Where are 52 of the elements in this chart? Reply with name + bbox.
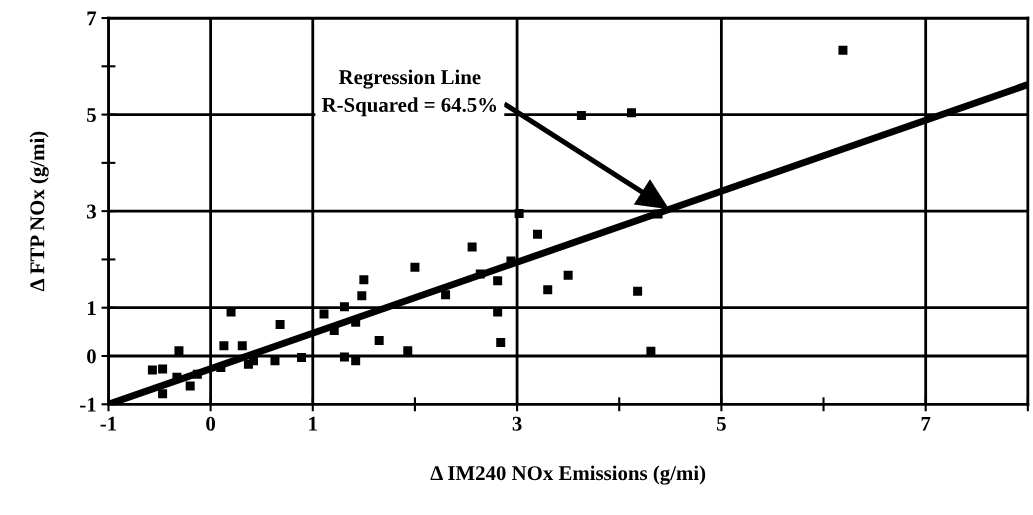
point xyxy=(339,302,349,312)
point xyxy=(626,108,636,118)
point xyxy=(147,365,157,375)
y-tick-label: 1 xyxy=(87,301,96,315)
point xyxy=(319,309,329,319)
point xyxy=(297,352,307,362)
point xyxy=(192,369,202,379)
y-tick-label: -1 xyxy=(80,397,96,412)
point xyxy=(359,275,369,285)
y-tick-label: 0 xyxy=(87,349,96,364)
x-tick-label: -1 xyxy=(100,416,117,431)
point xyxy=(441,290,451,300)
y-tick-label: 5 xyxy=(87,108,96,123)
point xyxy=(633,286,643,296)
point xyxy=(576,111,586,121)
point xyxy=(410,262,420,272)
point xyxy=(514,209,524,219)
annotation: Regression Line R-Squared = 64.5% xyxy=(321,69,497,117)
point xyxy=(275,320,285,330)
x-tick-label: 5 xyxy=(717,416,726,431)
point xyxy=(158,364,168,374)
x-tick-label: 1 xyxy=(309,416,317,431)
point xyxy=(533,229,542,239)
point xyxy=(185,381,195,391)
x-axis-title: Δ IM240 NOx Emissions (g/mi) xyxy=(430,465,706,485)
point xyxy=(563,270,573,280)
point xyxy=(543,285,553,295)
x-tick-label: 0 xyxy=(206,416,216,431)
point xyxy=(270,356,280,366)
y-axis-title: Δ FTP NOx (g/mi) xyxy=(29,131,49,292)
point xyxy=(838,45,848,55)
point xyxy=(646,346,656,356)
point xyxy=(216,363,226,373)
point xyxy=(493,276,503,286)
y-tick-label: 3 xyxy=(87,204,96,219)
point xyxy=(653,209,663,219)
x-tick-label: 3 xyxy=(512,416,522,431)
x-tick-label: 7 xyxy=(921,416,931,431)
point xyxy=(339,352,349,362)
point xyxy=(475,269,485,279)
y-tick-label: 7 xyxy=(87,11,97,26)
point xyxy=(158,389,168,399)
point xyxy=(374,336,384,346)
point xyxy=(467,242,477,252)
point xyxy=(249,356,259,366)
point xyxy=(403,346,413,356)
point xyxy=(174,346,184,356)
point xyxy=(237,341,247,351)
point xyxy=(357,291,367,301)
point xyxy=(351,356,361,366)
point xyxy=(496,337,506,347)
point xyxy=(219,341,229,351)
